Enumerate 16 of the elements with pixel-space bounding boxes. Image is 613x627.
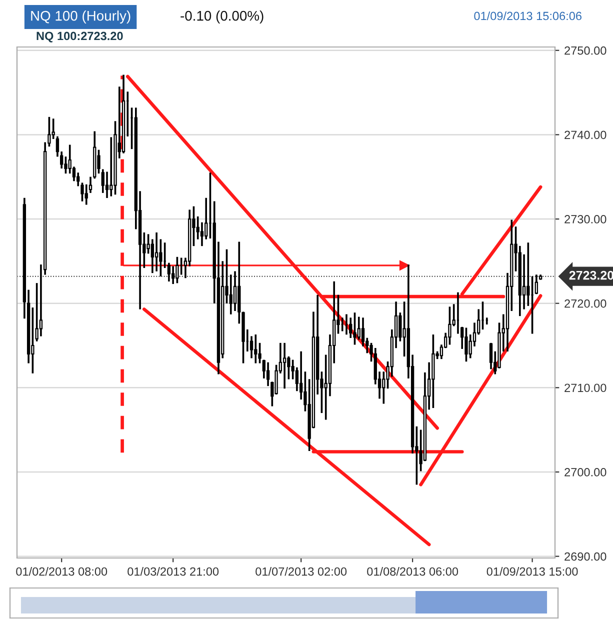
- y-tick-label: 2750.00: [564, 46, 606, 55]
- y-tick-label: 2710.00: [564, 384, 606, 392]
- chart-subtitle: -0.10 (0.00%): [180, 10, 264, 24]
- x-tick-label: 01/07/2013 02:00: [256, 567, 347, 576]
- text: 01/09/2013 15:06:06: [474, 12, 582, 20]
- y-tick-label: 2730.00: [564, 215, 606, 224]
- x-tick-label: 01/02/2013 08:00: [16, 567, 108, 576]
- x-tick-label: 01/08/2013 06:00: [367, 567, 458, 576]
- y-tick-label: 2690.00: [564, 552, 606, 561]
- y-tick-label: 2720.00: [564, 299, 606, 308]
- y-tick-label: 2700.00: [564, 468, 606, 476]
- x-tick-label: 01/09/2013 15:00: [486, 567, 578, 576]
- text: NQ 100:2723.20: [36, 32, 123, 42]
- chart-title: NQ 100 (Hourly): [31, 10, 130, 24]
- x-tick-label: 01/03/2013 21:00: [128, 567, 219, 576]
- y-tick-label: 2740.00: [564, 130, 606, 140]
